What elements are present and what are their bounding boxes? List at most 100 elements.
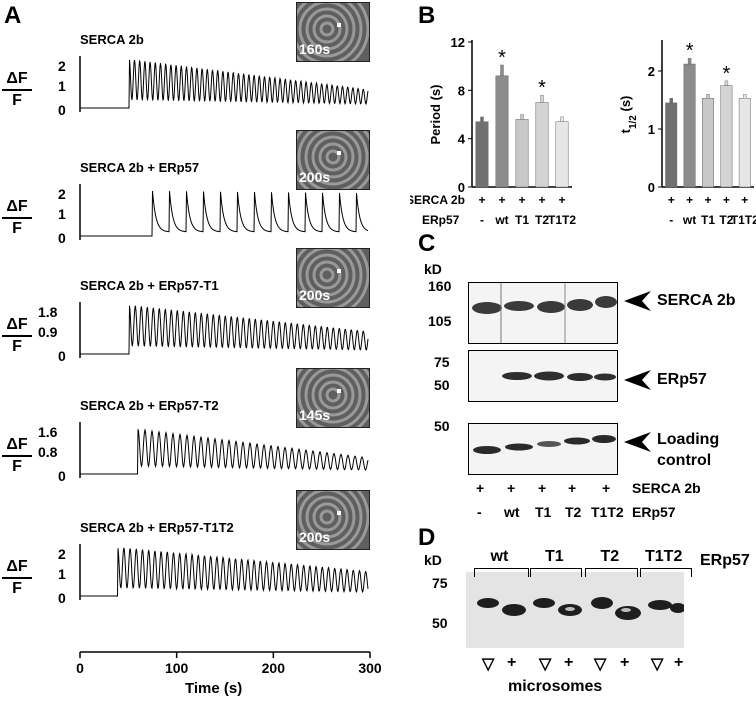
y-tick-label: 8 [458,83,465,98]
lane-minus-triangle-icon: ▽ [482,656,495,673]
trace-title: SERCA 2b + ERp57-T1T2 [80,520,234,535]
lane-minus-triangle-icon: ▽ [651,656,664,673]
panel-d-xlabel: microsomes [508,678,603,695]
calcium-trace [79,184,369,240]
df-numerator: ΔF [6,558,28,575]
lane-erp57-mark: T1 [535,504,552,520]
panel-c-kd: kD [424,261,442,277]
df-denominator: F [12,580,22,597]
trace-title: SERCA 2b + ERp57 [80,160,200,175]
error-bar [706,93,710,99]
bar [720,85,733,188]
lane-serca-mark: + [476,480,485,496]
error-bar [520,114,524,120]
spiral-wave-image [297,249,369,307]
df-denominator: F [12,220,22,237]
y-tick-label: 12 [451,35,465,50]
x-tick-label: 200 [262,660,286,676]
error-bar [724,80,729,86]
blot-serca [468,282,618,344]
erp57-mark: T2 [719,213,733,227]
error-bar [560,116,564,122]
lane-serca-mark: + [602,480,611,496]
serca-mark: + [518,193,525,207]
panel-d-kd: kD [424,552,442,568]
erp57-mark: - [669,213,673,227]
y-tick-label: 2 [58,186,66,202]
bar [665,102,678,188]
y-tick-label: 0 [58,590,66,606]
lane-plus-mark: + [507,654,517,671]
erp57-mark: T1T2 [731,213,756,227]
band-serca-label: SERCA 2b [657,292,736,309]
serca-mark: + [538,193,545,207]
inset-time-label: 200s [299,287,331,303]
spiral-wave-image [297,369,369,427]
lane-erp57-mark: wt [504,504,520,520]
lane-minus-triangle-icon: ▽ [539,656,552,673]
panel-a-time-axis: 0 100 200 300 [76,651,382,676]
error-bar [687,58,692,65]
y-tick-label: 1 [58,566,66,582]
serca-mark: + [741,193,748,207]
serca-mark: + [498,193,505,207]
panel-c-label: C [418,230,436,257]
trace-title: SERCA 2b + ERp57-T1 [80,278,219,293]
group-bracket [585,568,638,577]
panel-b-label: B [418,2,436,29]
group-label: T2 [600,548,620,565]
panel-d-label: D [418,524,436,551]
y-axis-label: t1/2 (s) [618,96,639,134]
panel-a-xlabel: Time (s) [185,680,243,697]
bar [475,121,489,188]
band-loading-label: Loading [657,431,720,448]
erp57-mark: wt [494,213,508,227]
lane-serca-mark: + [507,480,516,496]
lane-erp57-mark: - [477,504,482,520]
calcium-trace [79,422,369,478]
inset-time-label: 200s [299,169,331,185]
bar [555,121,569,188]
x-tick-label: 0 [76,660,84,676]
significance-star: * [686,40,694,62]
erp57-mark: T1 [515,213,529,227]
df-numerator: ΔF [6,70,28,87]
erp57-mark: wt [682,213,696,227]
y-tick-label: 0.9 [38,324,58,340]
bar [738,98,751,188]
serca-mark: + [558,193,565,207]
y-tick-label: 0 [458,180,465,195]
lane-plus-mark: + [620,654,630,671]
delta-f-over-f: ΔF F [2,198,32,238]
arrowhead-icon [624,291,651,311]
trace-title: SERCA 2b [80,32,144,47]
lane-plus-mark: + [564,654,574,671]
group-label: wt [490,548,509,565]
delta-f-over-f: ΔF F [2,436,32,476]
lane-serca-mark: + [538,480,547,496]
inset-time-label: 145s [299,407,331,423]
panel-c-erp-row: ERp57 [632,504,676,520]
mw-50-loading: 50 [434,418,450,434]
serca-mark: + [723,193,730,207]
spiral-wave-image [297,131,369,189]
y-tick-label: 0.8 [38,444,58,460]
arrowhead-icon [624,432,651,452]
delta-f-over-f: ΔF F [2,316,32,356]
inset-time-label: 200s [299,529,331,545]
df-denominator: F [12,458,22,475]
panel-d-mw-75: 75 [432,575,448,591]
error-bar [669,98,673,104]
mw-160: 160 [428,278,452,294]
y-tick-label: 1.6 [38,424,58,440]
panel-d-erp57-label: ERp57 [700,552,750,569]
df-denominator: F [12,92,22,109]
group-bracket [640,568,692,577]
calcium-trace [79,544,369,600]
lane-serca-mark: + [568,480,577,496]
group-label: T1T2 [645,548,683,565]
fluorescence-inset-image: 145s [296,368,370,428]
y-tick-label: 0 [58,102,66,118]
band-erp57-label: ERp57 [657,371,707,388]
